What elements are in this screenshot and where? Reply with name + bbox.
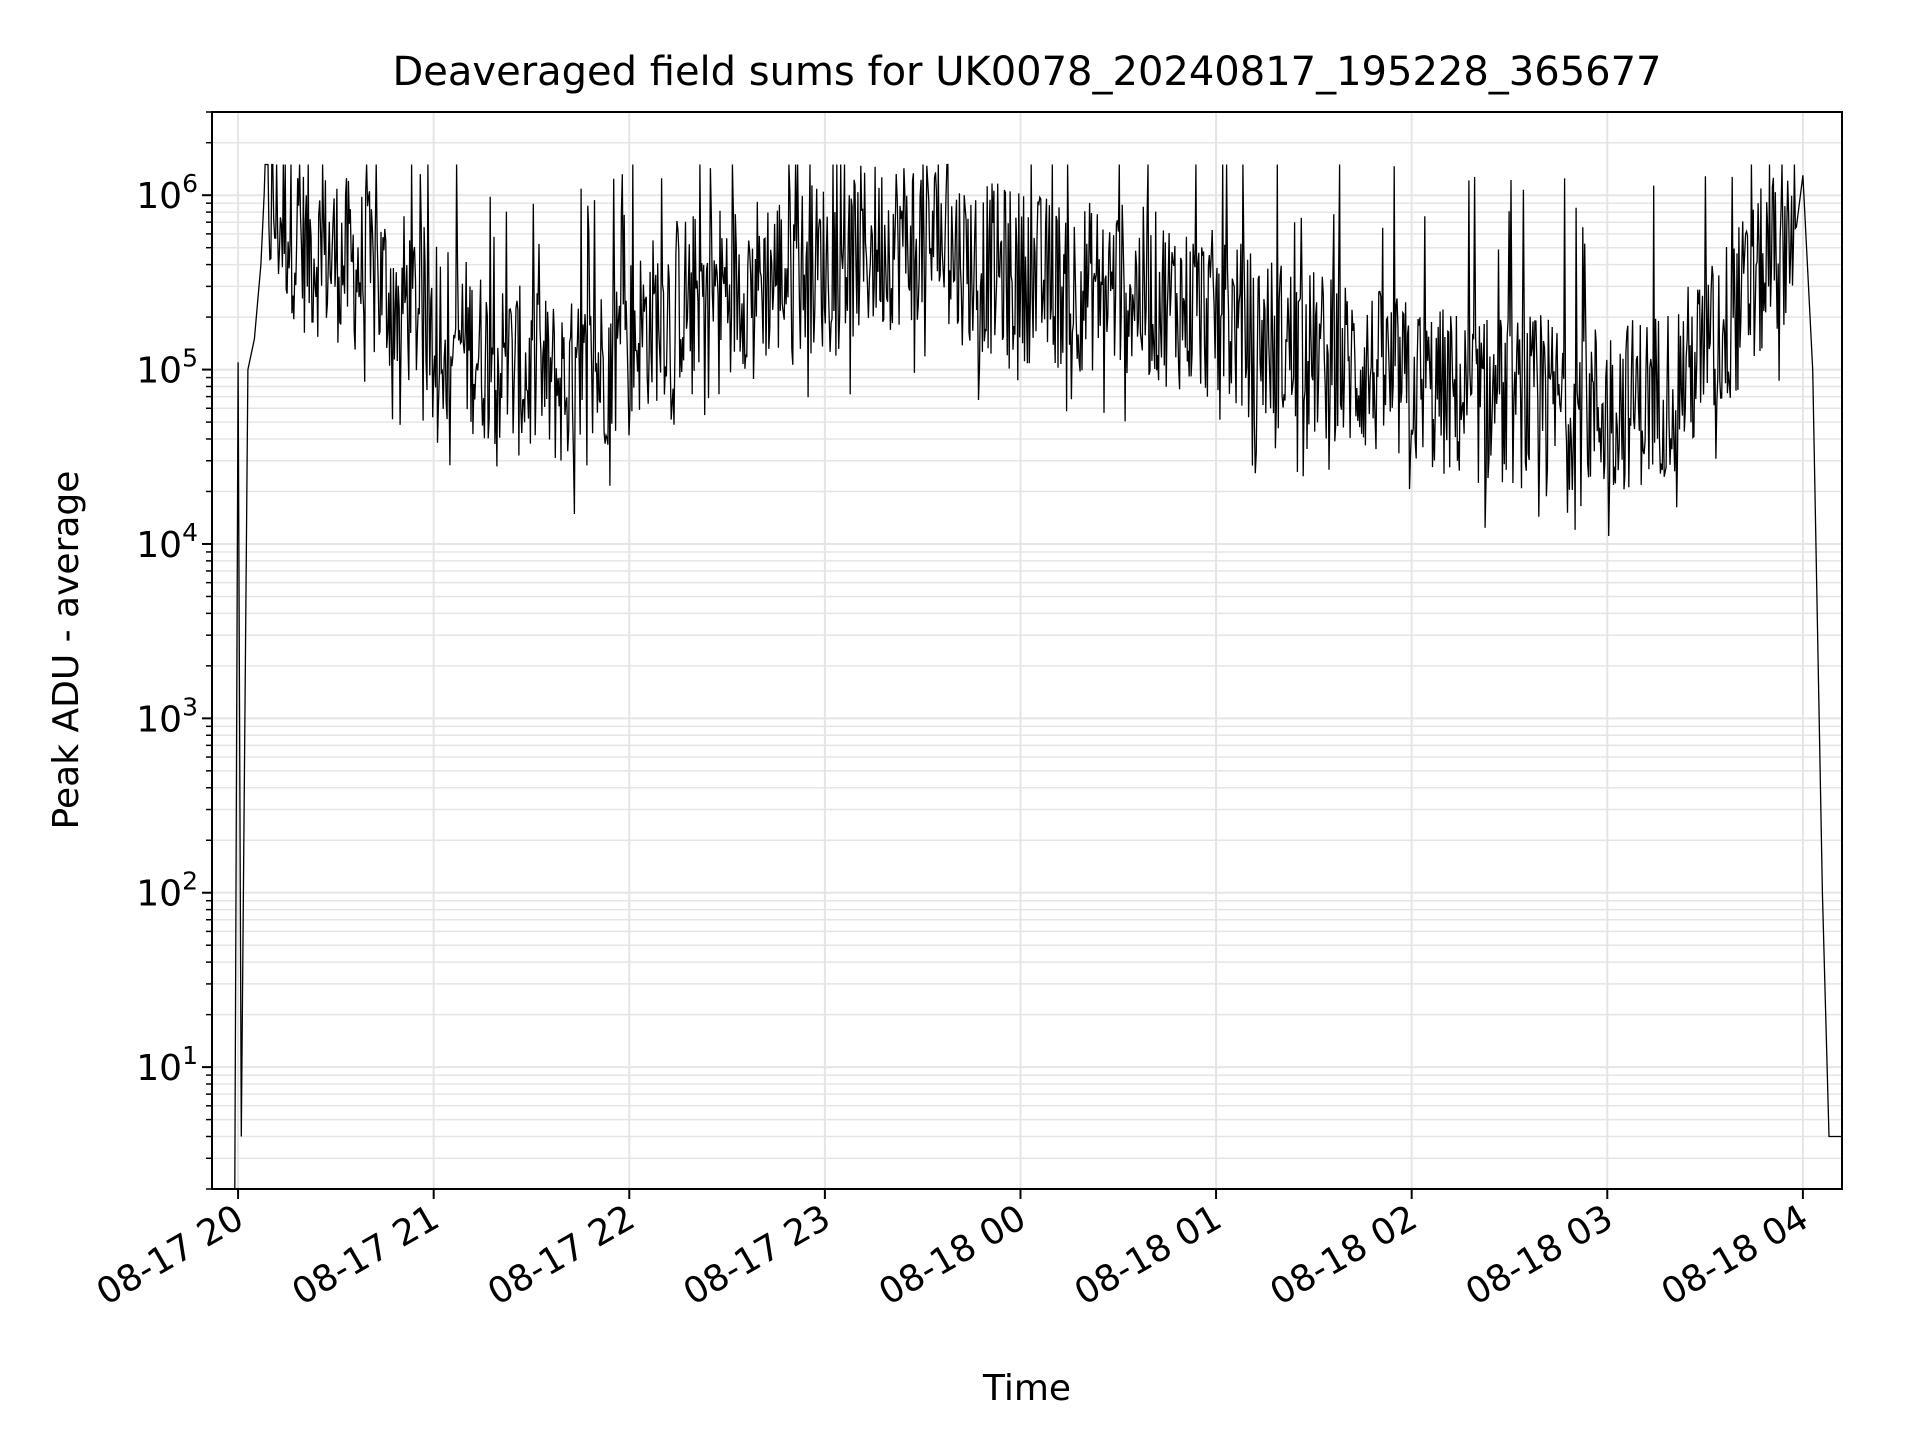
y-tick-exponent: 2 (182, 867, 198, 896)
x-tick-label: 08-17 21 (286, 1197, 447, 1313)
y-tick-exponent: 4 (182, 518, 198, 547)
y-tick-label: 103 (136, 692, 198, 740)
y-tick-base: 10 (136, 699, 182, 740)
y-tick-exponent: 1 (182, 1041, 198, 1070)
x-tick-label: 08-18 02 (1264, 1197, 1425, 1313)
x-tick-label: 08-17 20 (90, 1197, 251, 1313)
y-tick-label: 101 (136, 1041, 198, 1089)
x-tick-label: 08-18 03 (1459, 1197, 1620, 1313)
x-tick-label: 08-18 00 (872, 1197, 1033, 1313)
series-line (234, 163, 1842, 1190)
y-tick-exponent: 3 (182, 692, 198, 721)
y-tick-base: 10 (136, 176, 182, 217)
y-tick-label: 105 (136, 344, 198, 392)
x-tick-label: 08-17 23 (677, 1197, 838, 1313)
y-axis-label: Peak ADU - average (46, 471, 87, 830)
y-tick-base: 10 (136, 1048, 182, 1089)
x-axis-label: Time (982, 1368, 1071, 1409)
plot-area (234, 163, 1842, 1190)
y-tick-base: 10 (136, 351, 182, 392)
plot-frame (211, 111, 1843, 1190)
chart-title: Deaveraged field sums for UK0078_2024081… (392, 49, 1661, 95)
x-axis: 08-17 20 08-17 21 08-17 22 08-17 23 08-18 00… (90, 1189, 1815, 1314)
x-tick-label: 08-17 22 (481, 1197, 642, 1313)
x-tick-label: 08-18 01 (1068, 1197, 1229, 1313)
y-tick-base: 10 (136, 525, 182, 566)
y-tick-label: 102 (136, 867, 198, 915)
x-tick-label: 08-18 04 (1655, 1197, 1816, 1313)
y-tick-base: 10 (136, 874, 182, 915)
y-tick-exponent: 5 (182, 344, 198, 373)
y-tick-exponent: 6 (182, 169, 198, 198)
y-tick-label: 104 (136, 518, 198, 566)
y-tick-label: 106 (136, 169, 198, 217)
